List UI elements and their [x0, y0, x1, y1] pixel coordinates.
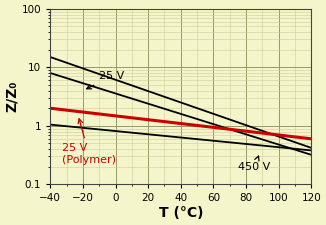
Text: 25 V: 25 V	[87, 71, 125, 89]
Text: 25 V
(Polymer): 25 V (Polymer)	[62, 119, 116, 165]
X-axis label: T (°C): T (°C)	[158, 206, 203, 220]
Text: 450 V: 450 V	[238, 156, 270, 172]
Y-axis label: Z/Z₀: Z/Z₀	[5, 81, 19, 112]
